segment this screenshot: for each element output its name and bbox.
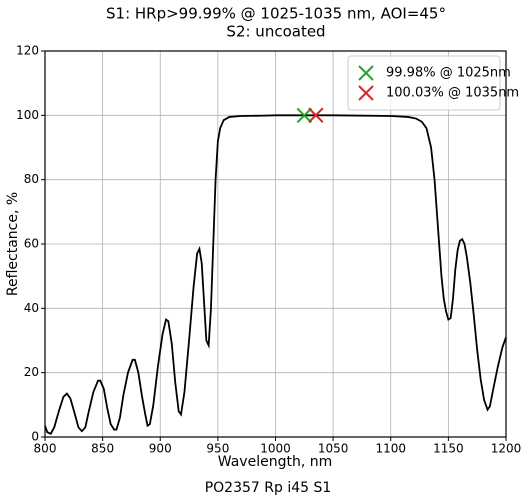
legend-label: 99.98% @ 1025nm <box>386 66 511 81</box>
x-tick-label: 1100 <box>375 442 406 456</box>
marker <box>308 107 324 123</box>
y-tick-label: 80 <box>24 172 39 186</box>
x-tick-label: 800 <box>34 442 57 456</box>
legend-marker <box>358 65 374 81</box>
x-tick-label: 900 <box>149 442 172 456</box>
legend-box <box>347 55 501 111</box>
chart-subtitle: S2: uncoated <box>226 23 325 41</box>
x-axis-label: Wavelength, nm <box>218 454 332 470</box>
y-tick-label: 60 <box>24 237 39 251</box>
x-tick-label: 1000 <box>260 442 291 456</box>
y-tick-label: 40 <box>24 301 39 315</box>
x-tick-label: 1150 <box>433 442 464 456</box>
y-axis-label: Reflectance, % <box>5 192 21 296</box>
data-line <box>44 114 507 435</box>
x-tick-label: 850 <box>91 442 114 456</box>
x-tick-label: 1200 <box>491 442 522 456</box>
footer: PO2357 Rp i45 S1 <box>205 480 332 496</box>
legend-marker <box>358 85 374 101</box>
marker <box>296 107 313 124</box>
plot-frame <box>44 50 507 438</box>
y-tick-label: 120 <box>16 44 39 58</box>
y-tick-label: 0 <box>31 430 39 444</box>
y-tick-label: 20 <box>24 365 39 379</box>
legend-label: 100.03% @ 1035nm <box>386 86 519 101</box>
x-tick-label: 1050 <box>318 442 349 456</box>
y-tick-label: 100 <box>16 108 39 122</box>
x-tick-label: 950 <box>206 442 229 456</box>
chart-title: S1: HRp>99.99% @ 1025-1035 nm, AOI=45° <box>106 5 446 23</box>
